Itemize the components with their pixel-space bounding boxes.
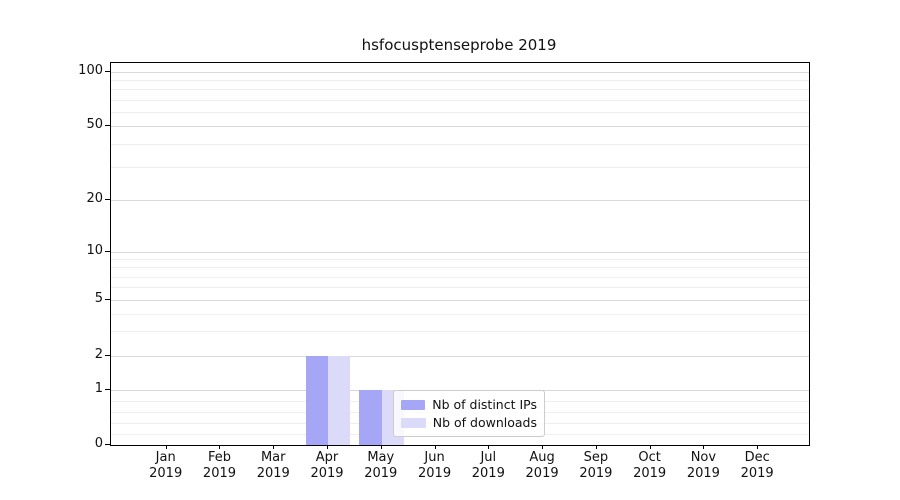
y-tick-mark: [105, 199, 110, 200]
x-tick-label: Jan 2019: [149, 450, 183, 481]
minor-gridline: [111, 259, 809, 261]
y-tick-mark: [105, 355, 110, 356]
y-tick-mark: [105, 299, 110, 300]
minor-gridline: [111, 89, 809, 91]
x-tick-mark: [327, 445, 328, 449]
x-tick-label: Aug 2019: [525, 450, 559, 481]
x-tick-label: Jul 2019: [471, 450, 505, 481]
minor-gridline: [111, 313, 809, 315]
x-tick-mark: [649, 445, 651, 449]
major-gridline: [111, 252, 809, 253]
x-tick-mark: [434, 445, 436, 449]
y-tick-label: 20: [86, 191, 103, 206]
minor-gridline: [111, 80, 809, 82]
y-tick-label: 5: [94, 291, 103, 306]
minor-gridline: [111, 276, 809, 278]
y-tick-label: 2: [94, 347, 103, 362]
bar-distinct-ips: [359, 390, 382, 445]
y-tick-mark: [105, 125, 110, 126]
x-tick-label: Jun 2019: [418, 450, 452, 481]
y-tick-label: 10: [86, 243, 103, 258]
minor-gridline: [111, 144, 809, 146]
x-tick-label: May 2019: [364, 450, 398, 481]
major-gridline: [111, 356, 809, 357]
x-tick-label: Mar 2019: [256, 450, 290, 481]
minor-gridline: [111, 331, 809, 333]
minor-gridline: [111, 99, 809, 101]
y-tick-mark: [105, 389, 110, 390]
x-tick-mark: [273, 445, 275, 449]
minor-gridline: [111, 287, 809, 289]
legend-item-distinct-ips: Nb of distinct IPs: [401, 397, 537, 412]
x-tick-mark: [488, 445, 490, 449]
legend-item-downloads: Nb of downloads: [401, 415, 537, 430]
bar-distinct-ips: [305, 356, 328, 445]
y-tick-label: 0: [94, 436, 103, 451]
bar-downloads: [328, 356, 351, 445]
x-tick-mark: [380, 445, 382, 449]
minor-gridline: [111, 267, 809, 269]
y-tick-mark: [105, 444, 110, 445]
major-gridline: [111, 72, 809, 73]
y-tick-mark: [105, 251, 110, 252]
y-tick-label: 100: [78, 63, 103, 78]
major-gridline: [111, 300, 809, 301]
x-tick-label: Dec 2019: [740, 450, 774, 481]
legend-swatch-downloads-icon: [401, 417, 426, 428]
x-tick-label: Apr 2019: [310, 450, 344, 481]
legend-label-distinct-ips: Nb of distinct IPs: [432, 397, 537, 412]
x-tick-mark: [165, 445, 167, 449]
x-tick-mark: [703, 445, 705, 449]
major-gridline: [111, 126, 809, 127]
y-tick-label: 50: [86, 117, 103, 132]
y-tick-mark: [105, 71, 110, 72]
x-tick-label: Feb 2019: [202, 450, 237, 481]
x-tick-mark: [542, 445, 544, 449]
minor-gridline: [111, 111, 809, 113]
x-tick-mark: [219, 445, 221, 449]
x-tick-label: Oct 2019: [633, 450, 667, 481]
major-gridline: [111, 200, 809, 201]
legend: Nb of distinct IPs Nb of downloads: [393, 390, 545, 437]
x-tick-mark: [757, 445, 759, 449]
plot-area: [110, 62, 810, 446]
minor-gridline: [111, 167, 809, 169]
legend-label-downloads: Nb of downloads: [432, 415, 537, 430]
legend-swatch-distinct-ips-icon: [401, 399, 426, 410]
chart-title: hsfocusptenseprobe 2019: [361, 36, 557, 54]
x-tick-label: Nov 2019: [686, 450, 720, 481]
y-tick-label: 1: [94, 381, 103, 396]
x-tick-mark: [595, 445, 597, 449]
x-tick-label: Sep 2019: [579, 450, 613, 481]
